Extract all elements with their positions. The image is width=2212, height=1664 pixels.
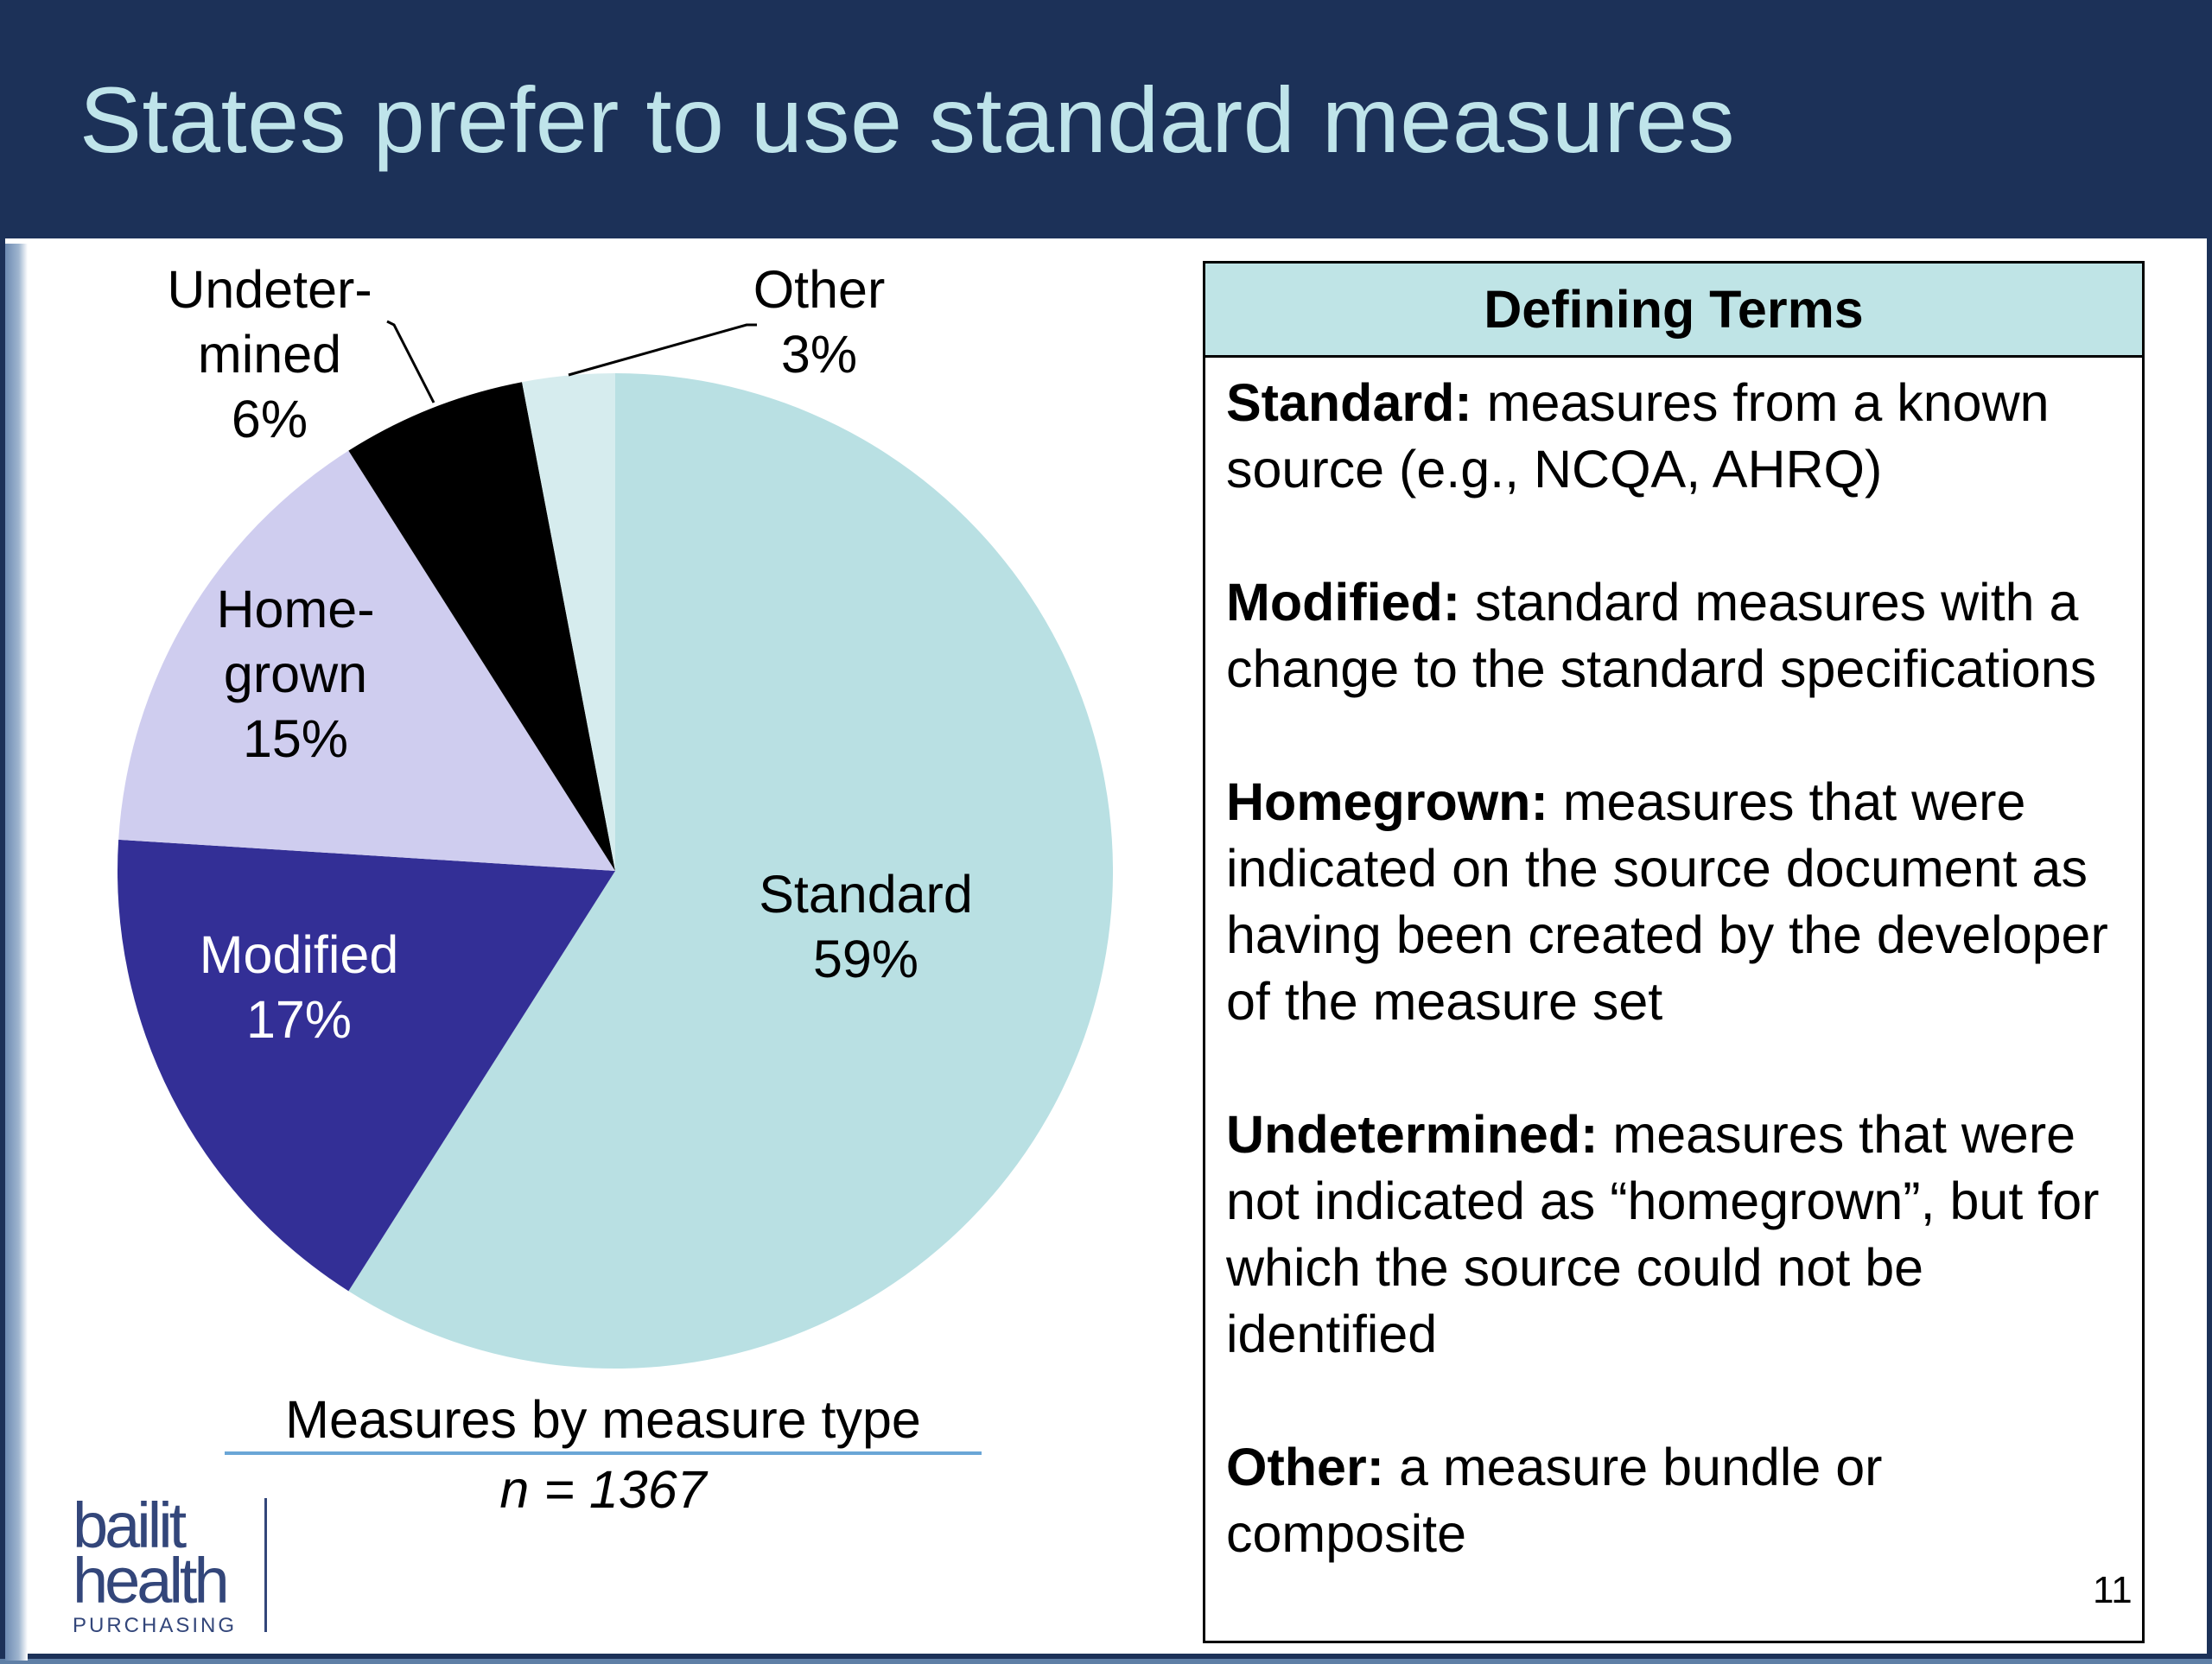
pie-chart: Standard 59% Modified 17% Home-grown 15% Undet… xyxy=(118,260,1113,1369)
logo-divider xyxy=(264,1498,267,1632)
data-label-undetermined: Undeter-mined 6% xyxy=(167,260,372,448)
logo-line-2: health xyxy=(73,1545,230,1616)
left-rail-decoration xyxy=(5,244,28,1661)
data-label-standard: Standard 59% xyxy=(759,865,973,988)
leader-line-undetermined xyxy=(386,320,435,403)
data-label-modified: Modified 17% xyxy=(200,925,399,1049)
defining-terms-list: Standard: measures from a known source (… xyxy=(1205,358,2142,1567)
term-definition: measures from a known source (e.g., NCQA… xyxy=(1226,373,2050,499)
term-name: Homegrown: xyxy=(1226,772,1548,831)
slide-title: States prefer to use standard measures xyxy=(79,67,1736,172)
company-logo: bailit health PURCHASING xyxy=(73,1489,280,1638)
pie-slice-standard xyxy=(348,373,1113,1369)
term-definition: standard measures with a change to the s… xyxy=(1226,573,2097,698)
term-homegrown: Homegrown: measures that were indicated … xyxy=(1226,769,2121,1035)
term-undetermined: Undetermined: measures that were not ind… xyxy=(1226,1102,2121,1368)
leader-line-other xyxy=(568,323,757,377)
term-definition: measures that were indicated on the sour… xyxy=(1226,772,2108,1031)
term-name: Modified: xyxy=(1226,573,1461,632)
pie-slice-other xyxy=(522,373,615,871)
chart-caption: Measures by measure type xyxy=(225,1389,982,1455)
title-bar: States prefer to use standard measures xyxy=(5,5,2207,238)
data-label-homegrown: Home-grown 15% xyxy=(216,580,374,768)
pie-slice-modified xyxy=(118,839,615,1292)
term-name: Standard: xyxy=(1226,373,1472,432)
logo-line-3: PURCHASING xyxy=(73,1614,238,1637)
term-name: Other: xyxy=(1226,1438,1384,1496)
term-definition: measures that were not indicated as “hom… xyxy=(1226,1105,2100,1363)
term-modified: Modified: standard measures with a chang… xyxy=(1226,569,2121,702)
defining-terms-box: Defining Terms Standard: measures from a… xyxy=(1203,261,2145,1643)
term-definition: a measure bundle or composite xyxy=(1226,1438,1883,1563)
defining-terms-header: Defining Terms xyxy=(1205,264,2142,358)
chart-sample-size: n = 1367 xyxy=(499,1460,707,1519)
data-label-other: Other 3% xyxy=(753,260,886,384)
term-standard: Standard: measures from a known source (… xyxy=(1226,370,2121,503)
pie-slice-homegrown xyxy=(118,450,616,871)
page-number: 11 xyxy=(2093,1569,2133,1611)
term-other: Other: a measure bundle or composite xyxy=(1226,1434,2121,1567)
logo-line-1: bailit xyxy=(73,1489,187,1561)
pie-slice-undetermined xyxy=(348,382,615,872)
term-name: Undetermined: xyxy=(1226,1105,1599,1164)
